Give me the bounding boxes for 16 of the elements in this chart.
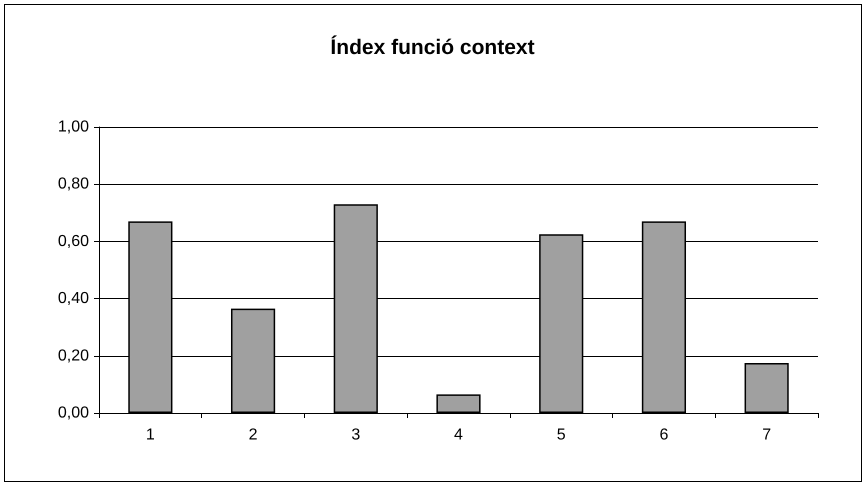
y-tick-label: 0,60 (58, 232, 90, 250)
x-tick-label: 2 (248, 426, 258, 444)
chart-title: Índex funció context (330, 35, 535, 59)
x-tick-label: 7 (762, 426, 772, 444)
y-tick-label: 0,00 (58, 404, 90, 422)
bar (744, 362, 789, 413)
y-tick-label: 0,80 (58, 176, 90, 193)
y-tick-label: 0,40 (58, 290, 90, 308)
x-tick-label: 1 (146, 426, 155, 444)
bar (436, 394, 481, 413)
x-tick-label: 6 (659, 426, 668, 444)
y-tick-label: 0,20 (58, 347, 90, 364)
x-tick-label: 4 (454, 426, 464, 444)
x-tick-label: 5 (556, 426, 566, 444)
y-tick-label: 1,00 (58, 118, 90, 136)
x-tick-label: 3 (351, 426, 360, 444)
